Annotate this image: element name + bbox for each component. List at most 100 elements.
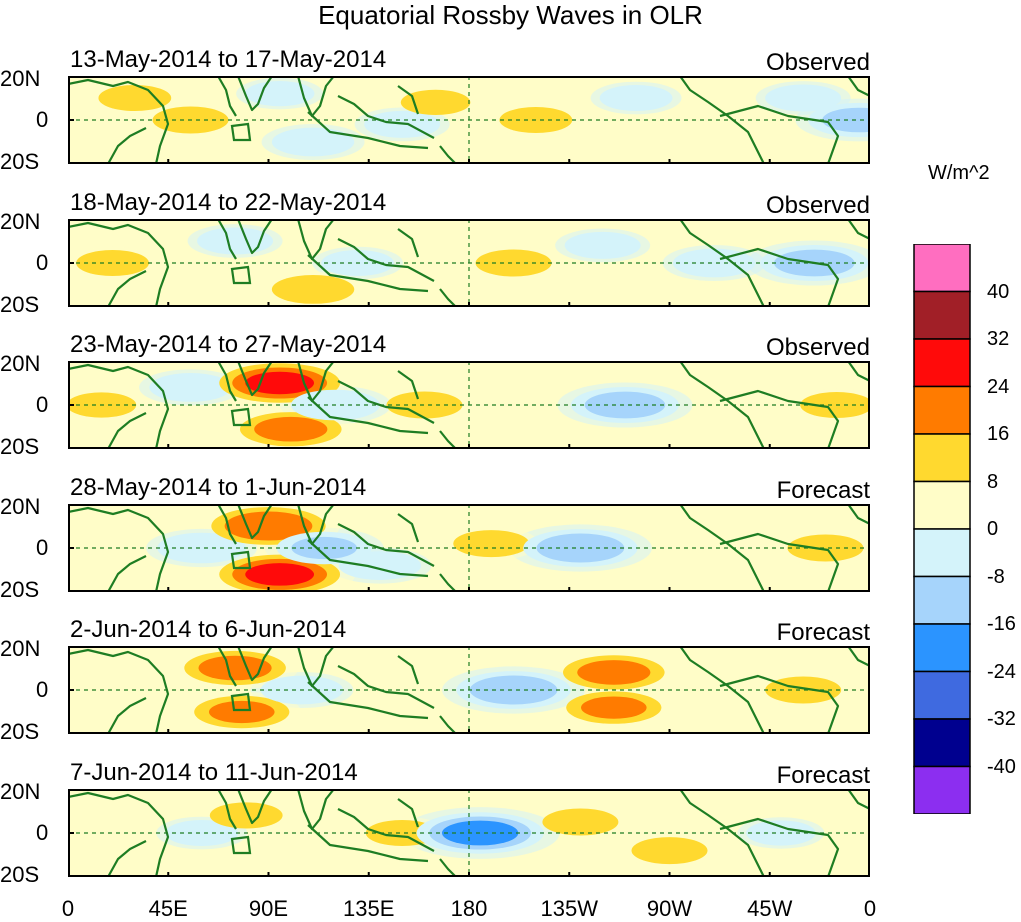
coastline-6-7 [337, 808, 435, 852]
lat-tick-label: 0 [36, 392, 49, 417]
coastline-1-10 [679, 76, 765, 164]
colorbar-level-label: -24 [987, 660, 1016, 683]
coastline-1-3 [217, 76, 237, 117]
coastline-2-11 [719, 247, 840, 307]
coastline-6-2 [107, 840, 147, 877]
anomaly-contour-1-3-1 [271, 127, 355, 157]
anomaly-contour-2-2-1 [197, 227, 274, 255]
coastline-4-11 [719, 532, 840, 592]
coastline-4-7 [337, 523, 435, 567]
anomaly-contour-5-7-1 [765, 676, 842, 704]
coastline-5-12 [847, 646, 870, 667]
colorbar-level-label: -16 [987, 613, 1016, 635]
panel-date-range: 28-May-2014 to 1-Jun-2014 [70, 474, 367, 501]
coastline-6-5 [296, 789, 335, 831]
panel-kind-label: Observed [765, 49, 870, 76]
chart-title: Equatorial Rossby Waves in OLR [318, 0, 703, 30]
coastline-5-2 [107, 697, 147, 734]
lat-tick-label: 20N [0, 494, 41, 519]
coastline-6-12 [847, 789, 870, 810]
colorbar-box [913, 623, 971, 673]
panel-kind-label: Observed [765, 192, 870, 219]
anomaly-contour-3-8-1 [800, 391, 870, 419]
anomaly-contour-4-5-1 [338, 551, 422, 580]
anomaly-contour-1-8-1 [599, 84, 673, 112]
anomaly-contour-1-4-1 [244, 81, 315, 107]
coastline-3-6 [307, 396, 429, 435]
region-box-outline [230, 835, 252, 855]
coastline-1-6 [307, 111, 429, 150]
lat-tick-label: 20N [0, 209, 41, 234]
colorbar-level-label: 32 [987, 328, 1010, 350]
coastline-5-5 [296, 646, 335, 688]
coastline-4-2 [107, 555, 147, 592]
panel-date-range: 2-Jun-2014 to 6-Jun-2014 [70, 616, 347, 643]
lat-tick-label: 0 [36, 820, 49, 845]
colorbar [913, 244, 971, 814]
lon-tick-label: 135E [343, 896, 395, 921]
coastline-1-8 [397, 85, 420, 115]
lat-tick-label: 0 [36, 677, 49, 702]
coastline-4-10 [679, 504, 765, 592]
lon-tick-label: 90W [646, 896, 693, 921]
coastline-2-2 [107, 270, 147, 307]
lon-tick-label: 0 [863, 896, 877, 921]
anomaly-contour-6-6-1 [631, 837, 708, 865]
coastline-3-2 [107, 412, 147, 449]
anomaly-contour-3-4-2 [254, 416, 328, 442]
olr-panel-4 [68, 504, 870, 592]
coastline-3-4 [236, 361, 273, 397]
coastline-6-4 [236, 789, 273, 825]
lon-tick-label: 90E [248, 896, 289, 921]
coastline-6-9 [439, 858, 457, 877]
coastline-5-9 [439, 715, 457, 734]
colorbar-box [913, 480, 971, 530]
lat-tick-label: 20S [0, 719, 40, 744]
anomaly-contour-4-3-3 [245, 563, 315, 586]
colorbar-units: W/m^2 [928, 162, 990, 184]
coastline-2-8 [397, 228, 420, 258]
lat-tick-label: 20S [0, 292, 40, 317]
lat-tick-label: 0 [36, 535, 49, 560]
panel-date-range: 7-Jun-2014 to 11-Jun-2014 [70, 759, 358, 786]
anomaly-contour-2-6-1 [564, 231, 641, 259]
coastline-3-8 [397, 370, 420, 400]
colorbar-level-label: 0 [987, 518, 999, 540]
lon-tick-label: 0 [61, 896, 75, 921]
anomaly-contour-2-3-1 [271, 275, 355, 304]
anomaly-contour-6-2-1 [209, 802, 283, 829]
colorbar-box [913, 244, 971, 293]
coastline-5-4 [236, 646, 273, 682]
coastline-4-5 [296, 504, 335, 546]
coastline-4-9 [439, 573, 457, 592]
colorbar-box [913, 575, 971, 625]
lon-tick-label: 180 [450, 896, 488, 921]
coastline-2-3 [217, 219, 237, 260]
lat-tick-label: 20S [0, 434, 40, 459]
anomaly-contour-6-4-3 [441, 820, 519, 846]
anomaly-contour-4-1-1 [157, 532, 247, 564]
colorbar-box [913, 528, 971, 578]
region-box-outline [230, 692, 252, 712]
anomaly-contour-1-9-1 [765, 84, 842, 112]
panel-kind-label: Observed [765, 334, 870, 361]
coastline-2-1 [68, 221, 170, 307]
colorbar-level-label: -32 [987, 708, 1016, 730]
olr-panel-5 [68, 646, 870, 734]
anomaly-contour-5-1-2 [198, 655, 272, 681]
lat-tick-label: 20N [0, 636, 41, 661]
coastline-4-4 [236, 504, 273, 540]
lat-tick-label: 20N [0, 351, 41, 376]
panel-date-range: 23-May-2014 to 27-May-2014 [70, 331, 387, 358]
coastline-3-5 [296, 361, 335, 403]
anomaly-contour-4-6-1 [453, 530, 530, 558]
colorbar-level-label: 16 [987, 423, 1010, 445]
coastline-5-3 [217, 646, 237, 687]
colorbar-level-label: -40 [987, 755, 1016, 778]
anomaly-contour-6-1-1 [165, 819, 239, 847]
panel-date-range: 13-May-2014 to 17-May-2014 [70, 46, 387, 73]
colorbar-level-label: 40 [987, 280, 1010, 303]
panel-kind-label: Forecast [776, 477, 870, 504]
coastline-6-11 [719, 817, 840, 877]
anomaly-contour-5-6-2 [581, 696, 647, 719]
